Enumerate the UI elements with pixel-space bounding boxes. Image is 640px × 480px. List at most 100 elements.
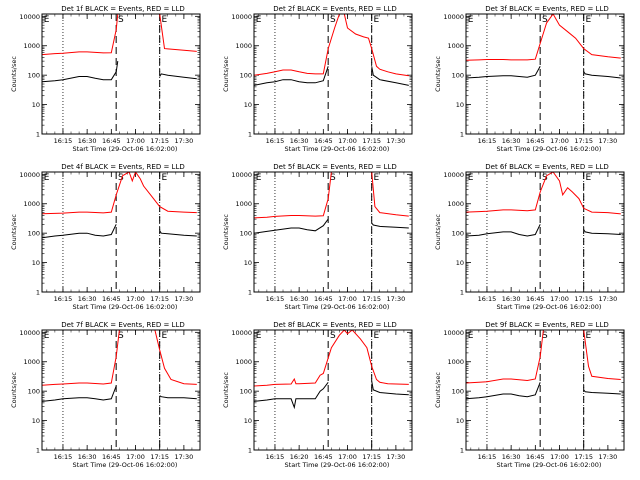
x-tick-label: 16:45	[102, 295, 121, 303]
interval-marker-s: S	[118, 173, 124, 183]
panel-data	[466, 172, 621, 237]
panel-title: Det 8f BLACK = Events, RED = LLD	[273, 321, 396, 329]
series-events-line	[42, 385, 117, 402]
detector-panel-7: Det 7f BLACK = Events, RED = LLD Counts/s…	[10, 321, 201, 469]
series-events-line	[42, 61, 119, 83]
y-axis-label: Counts/sec	[10, 372, 18, 408]
interval-marker-e: E	[44, 15, 50, 25]
y-tick-label: 1	[248, 131, 252, 139]
series-lld-line	[254, 330, 409, 387]
series-lld-line	[466, 330, 621, 384]
x-tick-label: 16:15	[54, 453, 73, 461]
x-tick-label: 16:30	[78, 295, 97, 303]
y-tick-label: 1	[460, 289, 464, 297]
series-events-line-post	[159, 73, 197, 80]
detector-panel-4: Det 4f BLACK = Events, RED = LLD Counts/s…	[10, 163, 201, 311]
y-axis-label: Counts/sec	[222, 372, 230, 408]
x-tick-label: 17:00	[550, 453, 569, 461]
series-events-line	[254, 66, 329, 86]
y-tick-label: 1000	[447, 358, 464, 366]
series-events-line-post	[371, 381, 409, 396]
x-tick-label: 17:15	[362, 137, 381, 145]
x-axis-label: Start Time (29-Oct-06 16:02:00)	[73, 303, 178, 311]
x-tick-label: 17:00	[126, 137, 145, 145]
y-tick-label: 1000	[235, 200, 252, 208]
y-tick-label: 10000	[19, 13, 40, 21]
x-axis-label: Start Time (29-Oct-06 16:02:00)	[285, 303, 390, 311]
y-tick-label: 10	[32, 259, 40, 267]
y-axis-label: Counts/sec	[222, 56, 230, 92]
x-tick-label: 17:30	[387, 295, 406, 303]
x-tick-label: 16:45	[526, 453, 545, 461]
y-tick-label: 1000	[235, 358, 252, 366]
y-tick-label: 10000	[231, 329, 252, 337]
y-axis-label: Counts/sec	[222, 214, 230, 250]
y-tick-label: 10000	[231, 13, 252, 21]
interval-marker-s: S	[542, 331, 548, 341]
x-tick-label: 16:45	[526, 295, 545, 303]
x-tick-label: 16:45	[314, 137, 333, 145]
panel-data	[466, 14, 621, 79]
y-tick-label: 1	[36, 447, 40, 455]
series-events-line-post	[371, 222, 409, 229]
x-tick-label: 16:15	[266, 453, 285, 461]
plot-frame	[253, 171, 413, 293]
interval-marker-e: E	[162, 331, 168, 341]
y-tick-label: 100	[28, 388, 40, 396]
panel-data	[42, 172, 197, 239]
x-axis-label: Start Time (29-Oct-06 16:02:00)	[497, 461, 602, 469]
x-tick-label: 17:15	[574, 295, 593, 303]
series-events-line	[42, 224, 117, 239]
detector-panel-8: Det 8f BLACK = Events, RED = LLD Counts/s…	[222, 321, 413, 469]
panel-title: Det 1f BLACK = Events, RED = LLD	[61, 5, 184, 13]
y-tick-label: 100	[452, 72, 464, 80]
x-tick-label: 16:15	[266, 295, 285, 303]
x-tick-label: 17:00	[338, 453, 357, 461]
y-tick-label: 10000	[443, 171, 464, 179]
plot-frame	[253, 13, 413, 135]
series-lld-line	[254, 172, 409, 219]
x-tick-label: 16:15	[478, 137, 497, 145]
y-tick-label: 1	[36, 131, 40, 139]
y-tick-label: 1	[248, 289, 252, 297]
x-tick-label: 17:30	[175, 295, 194, 303]
interval-marker-s: S	[330, 173, 336, 183]
y-tick-label: 10	[244, 101, 252, 109]
y-tick-label: 100	[240, 388, 252, 396]
series-events-line	[466, 66, 541, 79]
x-tick-label: 16:30	[502, 137, 521, 145]
x-tick-label: 16:30	[78, 137, 97, 145]
x-tick-label: 17:15	[362, 295, 381, 303]
interval-marker-e: E	[468, 331, 474, 341]
series-events-line	[466, 382, 541, 400]
y-axis-label: Counts/sec	[434, 56, 442, 92]
y-tick-label: 1	[248, 447, 252, 455]
x-axis-label: Start Time (29-Oct-06 16:02:00)	[285, 145, 390, 153]
panel-title: Det 9f BLACK = Events, RED = LLD	[485, 321, 608, 329]
plot-frame	[465, 13, 625, 135]
interval-marker-e: E	[44, 331, 50, 341]
y-tick-label: 10	[32, 101, 40, 109]
x-tick-label: 17:30	[599, 295, 618, 303]
x-tick-label: 17:15	[150, 295, 169, 303]
panel-data	[42, 330, 197, 402]
y-tick-label: 1	[36, 289, 40, 297]
y-tick-label: 10	[456, 417, 464, 425]
x-tick-label: 17:00	[550, 295, 569, 303]
y-tick-label: 1000	[447, 42, 464, 50]
x-tick-label: 16:20	[290, 453, 309, 461]
interval-marker-s: S	[542, 173, 548, 183]
interval-marker-e: E	[586, 173, 592, 183]
y-axis-label: Counts/sec	[10, 56, 18, 92]
x-tick-label: 17:30	[387, 453, 406, 461]
x-tick-label: 16:30	[290, 137, 309, 145]
x-tick-label: 17:00	[126, 295, 145, 303]
interval-marker-e: E	[44, 173, 50, 183]
y-axis-label: Counts/sec	[434, 372, 442, 408]
y-tick-label: 10000	[443, 13, 464, 21]
y-tick-label: 10	[244, 259, 252, 267]
y-tick-label: 100	[452, 230, 464, 238]
x-tick-label: 16:45	[102, 453, 121, 461]
series-lld-line	[466, 14, 621, 61]
